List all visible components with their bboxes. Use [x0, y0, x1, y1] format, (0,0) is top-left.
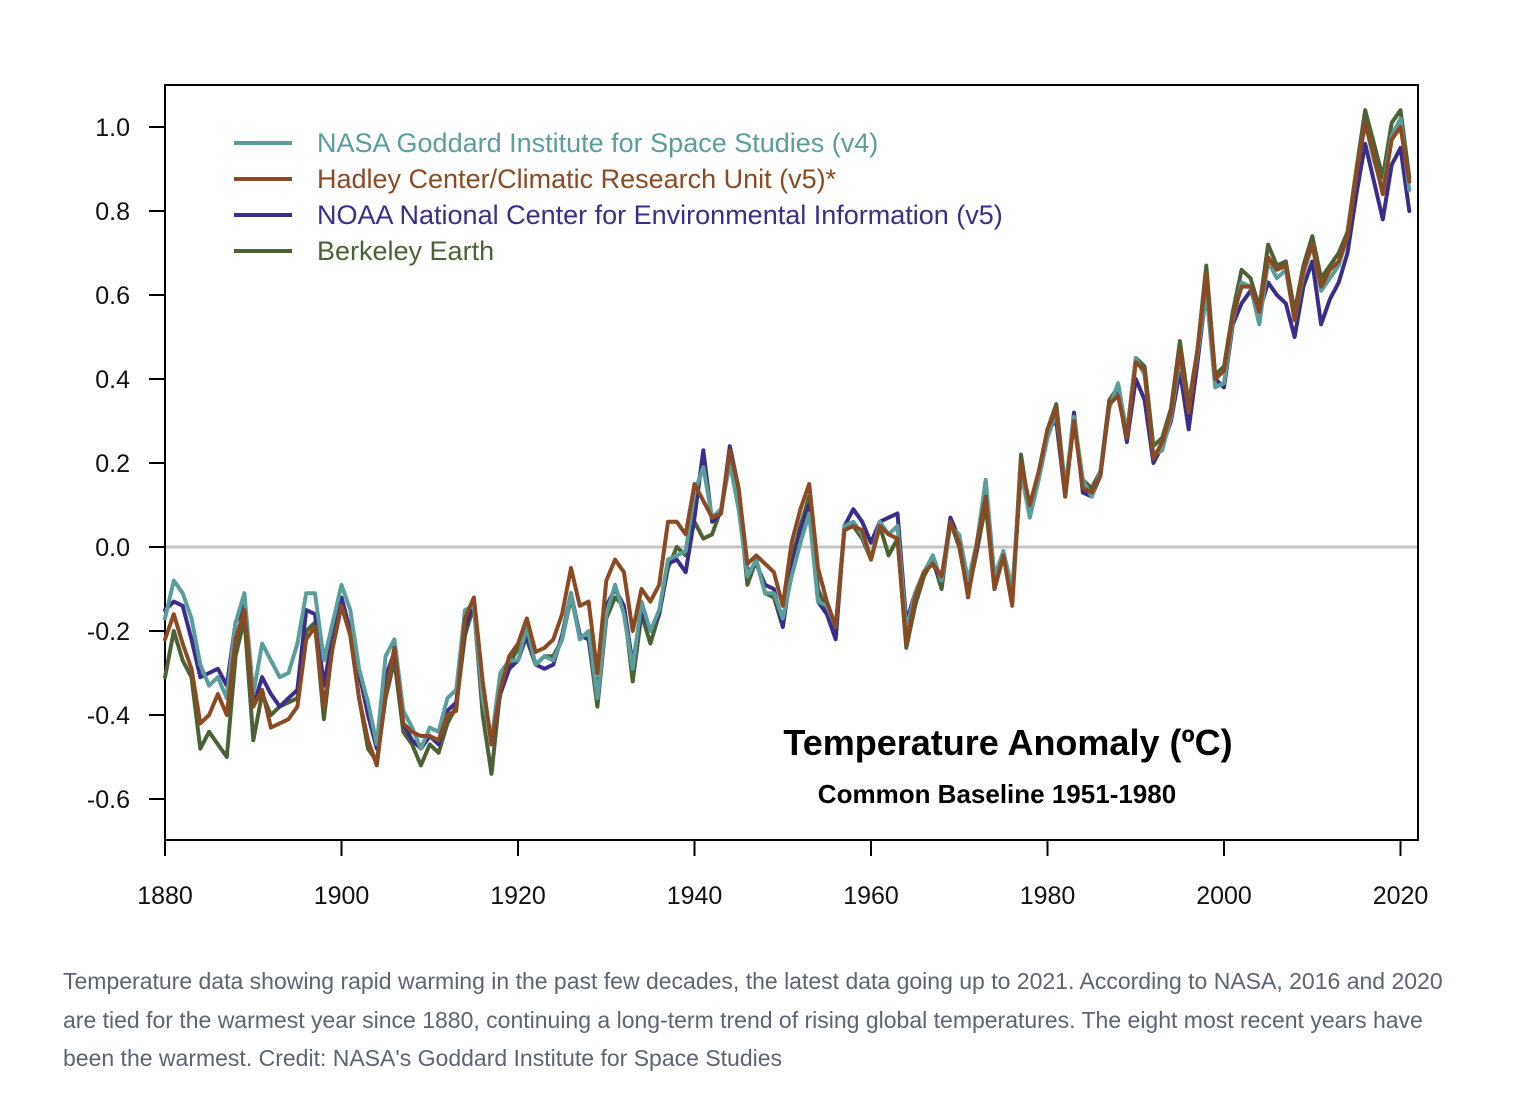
x-tick-label: 1960: [843, 882, 899, 910]
y-tick-label: -0.2: [87, 618, 130, 646]
y-tick-label: 0.6: [95, 282, 130, 310]
x-tick-label: 2020: [1373, 882, 1429, 910]
series-line: [163, 120, 1412, 768]
legend-label: NASA Goddard Institute for Space Studies…: [317, 128, 878, 158]
x-tick-label: 1880: [137, 882, 193, 910]
legend: NASA Goddard Institute for Space Studies…: [234, 128, 1003, 266]
chart-title: Temperature Anomaly (ºC): [783, 722, 1232, 763]
x-tick-label: 1940: [667, 882, 723, 910]
legend-label: NOAA National Center for Environmental I…: [317, 200, 1003, 230]
series-lines: [163, 108, 1412, 776]
x-tick-label: 1900: [314, 882, 370, 910]
y-tick-label: -0.4: [87, 702, 130, 730]
y-tick-label: 0.2: [95, 450, 130, 478]
temperature-anomaly-chart: -0.6-0.4-0.20.00.20.40.60.81.0 1880 1900 1…: [87, 84, 1428, 910]
y-tick-label: 1.0: [95, 114, 130, 142]
y-tick-label: -0.6: [87, 786, 130, 814]
y-tick-label: 0.4: [95, 366, 130, 394]
legend-label: Hadley Center/Climatic Research Unit (v5…: [317, 164, 837, 194]
x-tick-label: 2000: [1196, 882, 1252, 910]
y-tick-label: 0.0: [95, 534, 130, 562]
y-tick-label: 0.8: [95, 198, 130, 226]
legend-label: Berkeley Earth: [317, 236, 494, 266]
x-tick-label: 1980: [1020, 882, 1076, 910]
chart-container: -0.6 -0.4 -0.2 0.0 0.2 0.4 0.6 0.8 1.0 1880 1900 1…: [87, 84, 1428, 910]
x-axis: 1880 1900 1920 1940 1960 1980 2000 2020: [137, 840, 1428, 910]
x-tick-label: 1920: [490, 882, 546, 910]
y-axis: -0.6 -0.4 -0.2 0.0 0.2 0.4 0.6 0.8 1.0: [87, 114, 165, 814]
chart-subtitle: Common Baseline 1951-1980: [818, 779, 1176, 809]
figure-caption: Temperature data showing rapid warming i…: [63, 968, 1443, 1071]
